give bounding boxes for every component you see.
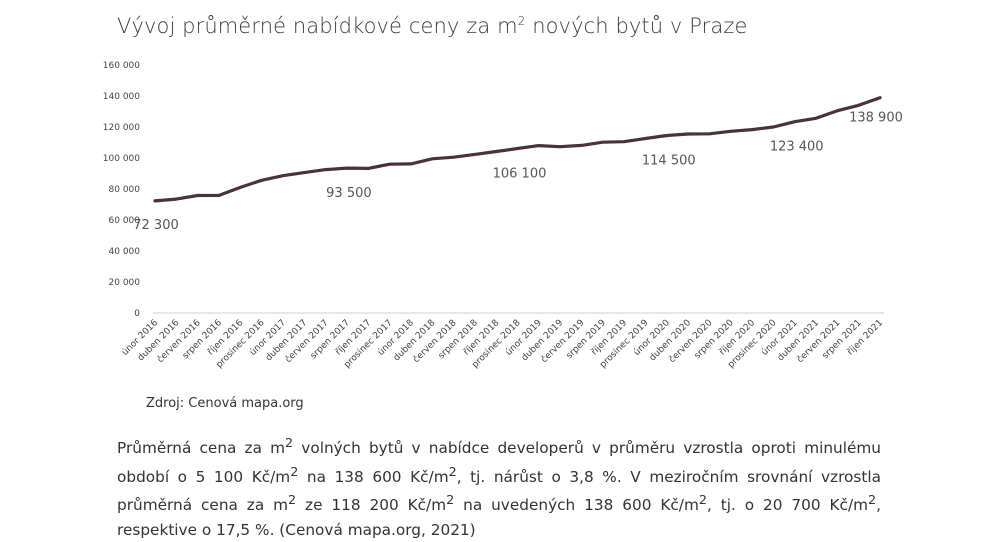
- summary-paragraph: Průměrná cena za m2 volných bytů v nabíd…: [117, 436, 882, 539]
- y-tick-label: 80 000: [109, 185, 141, 195]
- y-tick-label: 0: [134, 309, 140, 319]
- chart-title-main: Vývoj průměrné nabídkové ceny za m: [117, 14, 518, 38]
- y-tick-label: 60 000: [109, 216, 141, 226]
- y-tick-label: 20 000: [109, 278, 141, 288]
- data-label: 138 900: [849, 111, 903, 126]
- data-label: 123 400: [770, 140, 824, 155]
- data-label: 114 500: [642, 154, 696, 169]
- y-tick-label: 40 000: [109, 247, 141, 257]
- y-tick-label: 140 000: [103, 92, 140, 102]
- line-chart: 160 000 140 000 120 000 100 000 80 000 60 000…: [103, 61, 903, 370]
- y-tick-label: 160 000: [103, 61, 140, 71]
- data-label: 106 100: [493, 167, 547, 182]
- y-tick-label: 120 000: [103, 123, 140, 133]
- chart-title: Vývoj průměrné nabídkové ceny za m2 nový…: [117, 14, 747, 38]
- series-line: [153, 96, 882, 203]
- chart-title-rest: nových bytů v Praze: [525, 14, 748, 38]
- chart-title-superscript: 2: [517, 14, 526, 28]
- data-label: 93 500: [326, 186, 372, 201]
- y-tick-label: 100 000: [103, 154, 140, 164]
- data-label: 72 300: [133, 218, 179, 233]
- source-note: Zdroj: Cenová mapa.org: [146, 396, 304, 411]
